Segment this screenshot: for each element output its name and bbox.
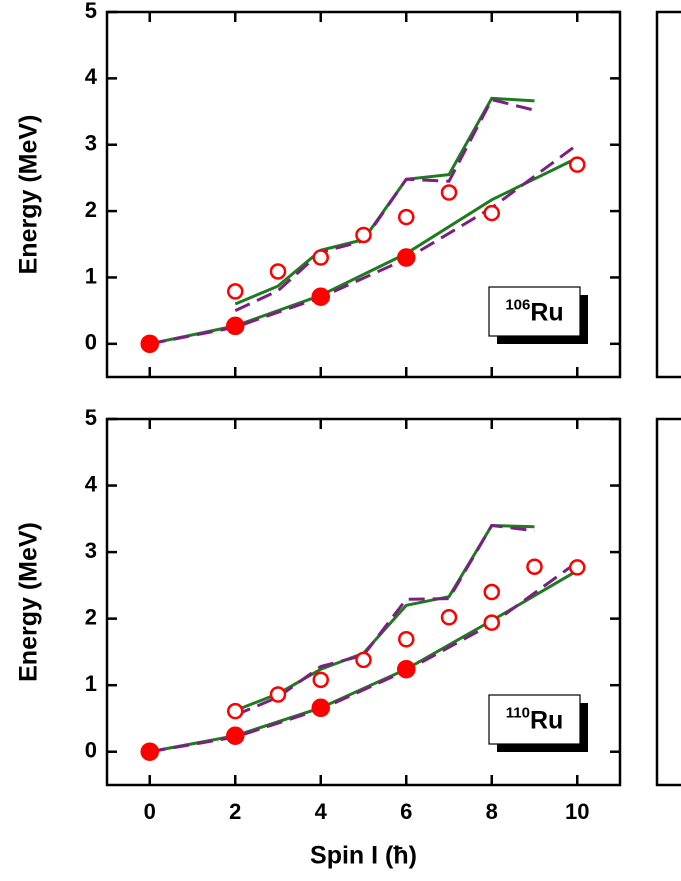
data-point — [398, 208, 415, 226]
data-point — [312, 249, 329, 266]
data-point — [140, 334, 159, 354]
label-box — [488, 694, 581, 745]
data-point — [227, 702, 244, 720]
series-line — [149, 143, 579, 346]
panel: 0 1 2 3 4 5 0 2 4 6 8 10 Energy (MeV) Spin I (ħ) 110Ru — [15, 405, 622, 870]
data-point — [398, 631, 415, 648]
y-tick-label: 1 — [85, 263, 97, 288]
data-point — [311, 287, 330, 306]
data-point — [312, 671, 329, 689]
data-point — [269, 263, 287, 280]
x-tick-label: 2 — [229, 799, 241, 824]
label-box — [488, 286, 581, 337]
data-point — [569, 156, 586, 173]
data-point — [140, 742, 159, 761]
data-point — [526, 558, 543, 575]
x-tick-label: 6 — [400, 799, 412, 824]
data-point — [569, 559, 586, 576]
y-axis-label: Energy (MeV) — [15, 522, 43, 682]
y-tick-label: 4 — [85, 471, 98, 496]
data-point — [355, 226, 372, 244]
plot-frame — [105, 10, 622, 379]
series-line — [149, 560, 579, 754]
data-point — [355, 651, 372, 669]
y-tick-label: 3 — [85, 538, 97, 563]
x-tick-label: 8 — [486, 799, 498, 824]
data-point — [397, 659, 416, 679]
series-line — [234, 97, 535, 312]
y-tick-label: 5 — [85, 405, 97, 430]
data-point — [440, 609, 458, 626]
adjacent-panel-edge — [655, 10, 681, 787]
mass-number: 106 — [505, 296, 530, 313]
element-symbol: Ru — [530, 298, 563, 326]
data-point — [226, 316, 245, 336]
y-tick-label: 1 — [85, 671, 97, 696]
x-tick-label: 10 — [565, 799, 589, 824]
panel: 0 1 2 3 4 5 Energy (MeV) 106Ru — [15, 0, 622, 379]
isotope-label: 110Ru — [506, 704, 564, 734]
data-point — [269, 686, 287, 703]
y-tick-label: 5 — [85, 0, 97, 23]
isotope-label: 106Ru — [505, 296, 563, 326]
data-point — [226, 726, 245, 746]
data-point — [227, 283, 244, 300]
plot-frame — [105, 417, 622, 787]
y-tick-label: 0 — [85, 330, 97, 355]
mass-number: 110 — [506, 704, 530, 721]
data-point — [440, 184, 458, 201]
y-tick-label: 4 — [85, 64, 98, 89]
data-point — [483, 614, 500, 631]
x-axis-label: Spin I (ħ) — [310, 842, 417, 870]
x-tick-label: 4 — [315, 799, 328, 824]
element-symbol: Ru — [530, 706, 563, 734]
y-tick-label: 0 — [85, 738, 97, 763]
y-axis-label: Energy (MeV) — [15, 115, 43, 275]
data-point — [483, 204, 500, 222]
data-point — [397, 248, 416, 267]
data-point — [311, 698, 330, 718]
data-point — [483, 583, 500, 601]
y-tick-label: 3 — [85, 131, 97, 156]
x-tick-label: 0 — [144, 799, 156, 824]
y-tick-label: 2 — [85, 197, 97, 222]
y-tick-label: 2 — [85, 604, 97, 629]
